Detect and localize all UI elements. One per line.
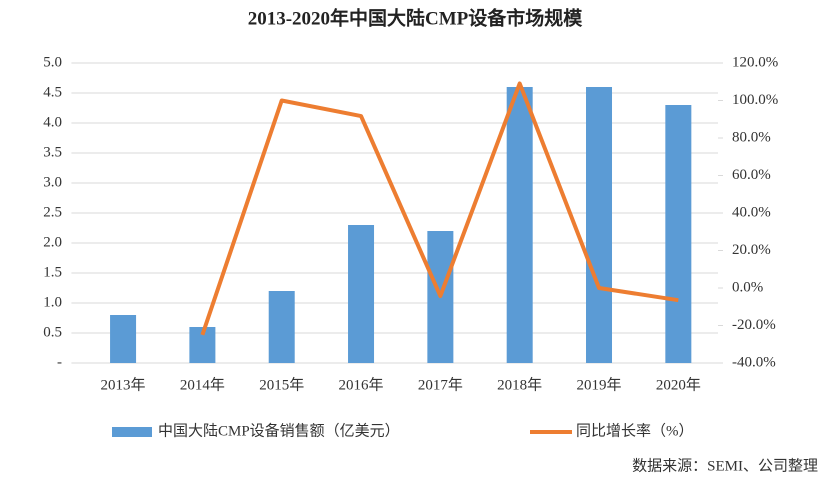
y2-tick-label: 100.0% bbox=[732, 92, 778, 108]
source-note: 数据来源：SEMI、公司整理 bbox=[632, 457, 818, 474]
y2-tick-label: 40.0% bbox=[732, 204, 771, 220]
x-tick-label: 2014年 bbox=[180, 376, 225, 393]
y-tick-label: 4.0 bbox=[43, 114, 62, 130]
bar bbox=[348, 225, 375, 363]
y-tick-label: 5.0 bbox=[43, 54, 62, 70]
y-tick-label: 4.5 bbox=[43, 84, 62, 100]
y2-tick-label: 80.0% bbox=[732, 129, 771, 145]
x-tick-label: 2018年 bbox=[497, 376, 542, 393]
bar bbox=[268, 291, 295, 363]
y-tick-label: 3.5 bbox=[43, 144, 62, 160]
y-tick-label: 0.5 bbox=[43, 324, 62, 340]
x-tick-label: 2020年 bbox=[656, 376, 701, 393]
legend-label: 同比增长率（%） bbox=[576, 422, 694, 439]
bar bbox=[506, 87, 533, 363]
y-tick-label: 1.0 bbox=[43, 294, 62, 310]
bar bbox=[586, 87, 613, 363]
bar bbox=[665, 105, 692, 363]
x-tick-label: 2015年 bbox=[259, 376, 304, 393]
y2-tick-label: 0.0% bbox=[732, 279, 763, 295]
chart-title: 2013-2020年中国大陆CMP设备市场规模 bbox=[248, 6, 584, 29]
legend-label: 中国大陆CMP设备销售额（亿美元） bbox=[158, 422, 400, 439]
y2-tick-label: -40.0% bbox=[732, 354, 776, 370]
line bbox=[200, 81, 679, 336]
y2-tick-label: 60.0% bbox=[732, 167, 771, 183]
x-tick-label: 2013年 bbox=[101, 376, 146, 393]
bar bbox=[110, 315, 137, 363]
y-tick-label: 1.5 bbox=[43, 264, 62, 280]
y2-tick-label: 120.0% bbox=[732, 54, 778, 70]
y-tick-label: 3.0 bbox=[43, 174, 62, 190]
y-tick-label: - bbox=[57, 354, 62, 370]
y-tick-label: 2.5 bbox=[43, 204, 62, 220]
y-tick-label: 2.0 bbox=[43, 234, 62, 250]
x-tick-label: 2017年 bbox=[418, 376, 463, 393]
x-tick-label: 2016年 bbox=[339, 376, 384, 393]
y2-tick-label: 20.0% bbox=[732, 242, 771, 258]
legend-swatch bbox=[112, 427, 152, 437]
y2-tick-label: -20.0% bbox=[732, 317, 776, 333]
x-tick-label: 2019年 bbox=[577, 376, 622, 393]
